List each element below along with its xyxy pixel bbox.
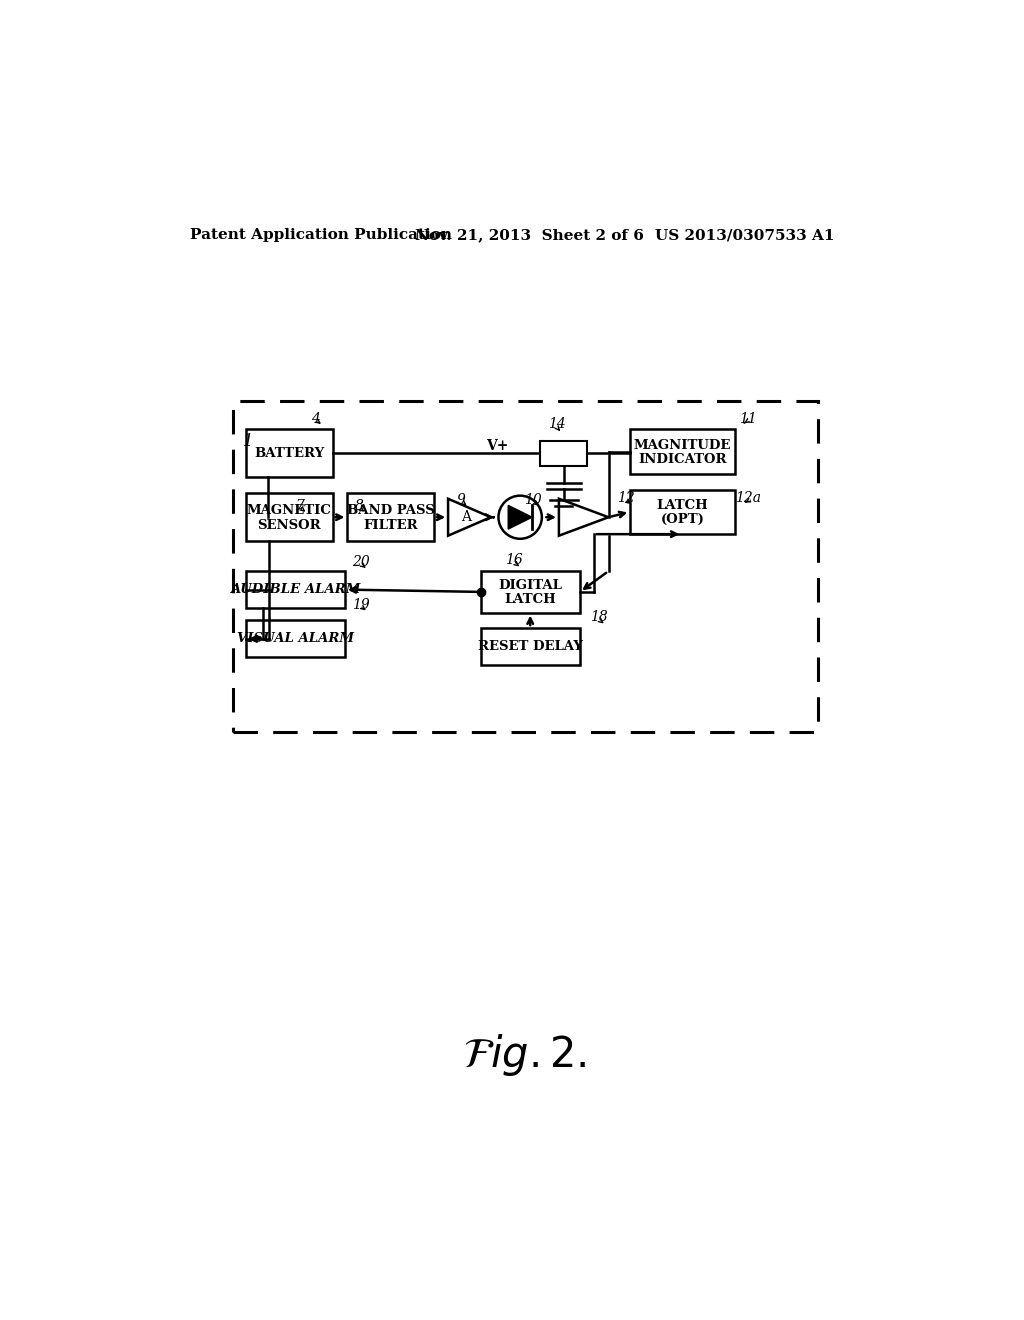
Bar (480, 572, 580, 612)
Text: MAGNITUDE: MAGNITUDE (634, 438, 731, 451)
Bar (246, 620, 345, 657)
Text: (OPT): (OPT) (660, 513, 705, 527)
Text: 8: 8 (354, 499, 364, 513)
Bar (347, 494, 434, 541)
Text: 4: 4 (311, 412, 319, 425)
Text: FILTER: FILTER (364, 519, 418, 532)
Text: SENSOR: SENSOR (257, 519, 321, 532)
Text: 20: 20 (351, 554, 370, 569)
Text: INDICATOR: INDICATOR (638, 453, 727, 466)
Text: VISUAL ALARM: VISUAL ALARM (237, 632, 354, 645)
Text: LATCH: LATCH (656, 499, 709, 512)
Text: Patent Application Publication: Patent Application Publication (190, 228, 452, 243)
Bar (246, 572, 345, 609)
Text: BATTERY: BATTERY (254, 446, 325, 459)
Text: 14: 14 (548, 417, 565, 432)
Bar (541, 441, 587, 466)
Text: V+: V+ (486, 438, 509, 453)
Text: AUDIBLE ALARM: AUDIBLE ALARM (230, 583, 360, 597)
Bar (232, 401, 818, 733)
Text: 7: 7 (296, 499, 304, 513)
Text: 16: 16 (505, 553, 523, 568)
Text: RESET DELAY: RESET DELAY (478, 640, 583, 653)
Text: MAGNETIC: MAGNETIC (247, 503, 332, 516)
Text: A: A (461, 511, 471, 524)
Text: 18: 18 (590, 610, 608, 624)
Bar (480, 628, 580, 665)
Bar (246, 429, 333, 478)
Bar (630, 429, 735, 474)
Text: $\mathcal{F}$$\mathit{ig.2.}$: $\mathcal{F}$$\mathit{ig.2.}$ (463, 1032, 587, 1078)
Text: Nov. 21, 2013  Sheet 2 of 6: Nov. 21, 2013 Sheet 2 of 6 (415, 228, 644, 243)
Text: 19: 19 (351, 598, 370, 612)
Text: 12: 12 (616, 491, 635, 506)
Polygon shape (508, 506, 532, 529)
Text: BAND PASS: BAND PASS (347, 503, 434, 516)
Text: 9: 9 (457, 494, 466, 507)
Bar (630, 490, 735, 535)
Text: DIGITAL: DIGITAL (499, 579, 562, 593)
Bar (246, 494, 333, 541)
Text: US 2013/0307533 A1: US 2013/0307533 A1 (655, 228, 835, 243)
Text: 12a: 12a (735, 491, 761, 506)
Text: 10: 10 (523, 494, 542, 507)
Text: 11: 11 (739, 412, 757, 425)
Text: 1: 1 (243, 433, 253, 450)
Text: LATCH: LATCH (505, 593, 556, 606)
